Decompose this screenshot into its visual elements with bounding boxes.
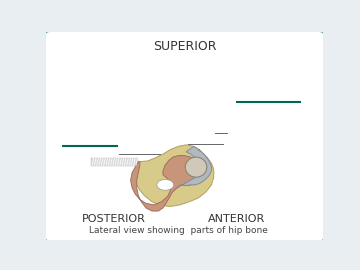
Text: POSTERIOR: POSTERIOR bbox=[82, 214, 145, 224]
Text: Lateral view showing  parts of hip bone: Lateral view showing parts of hip bone bbox=[89, 226, 268, 235]
Polygon shape bbox=[135, 145, 214, 207]
Text: ANTERIOR: ANTERIOR bbox=[208, 214, 265, 224]
Ellipse shape bbox=[185, 157, 207, 177]
FancyBboxPatch shape bbox=[91, 158, 138, 166]
FancyBboxPatch shape bbox=[44, 31, 325, 242]
Polygon shape bbox=[131, 156, 200, 211]
Ellipse shape bbox=[157, 180, 174, 190]
Text: SUPERIOR: SUPERIOR bbox=[153, 40, 216, 53]
Polygon shape bbox=[177, 146, 211, 188]
